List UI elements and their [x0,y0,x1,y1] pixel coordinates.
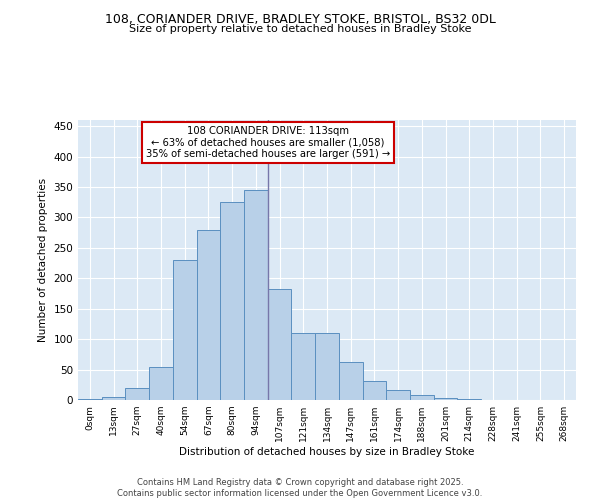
Bar [125,388,149,400]
Bar [434,398,457,400]
X-axis label: Distribution of detached houses by size in Bradley Stoke: Distribution of detached houses by size … [179,447,475,457]
Bar [244,190,268,400]
Bar [78,399,102,400]
Bar [268,288,292,400]
Bar [362,380,386,400]
Bar [386,390,410,400]
Bar [410,395,434,400]
Text: 108, CORIANDER DRIVE, BRADLEY STOKE, BRISTOL, BS32 0DL: 108, CORIANDER DRIVE, BRADLEY STOKE, BRI… [104,12,496,26]
Bar [339,362,362,400]
Bar [102,397,125,400]
Bar [315,333,339,400]
Text: Size of property relative to detached houses in Bradley Stoke: Size of property relative to detached ho… [129,24,471,34]
Bar [292,333,315,400]
Text: Contains HM Land Registry data © Crown copyright and database right 2025.
Contai: Contains HM Land Registry data © Crown c… [118,478,482,498]
Bar [220,202,244,400]
Text: 108 CORIANDER DRIVE: 113sqm
← 63% of detached houses are smaller (1,058)
35% of : 108 CORIANDER DRIVE: 113sqm ← 63% of det… [146,126,390,160]
Y-axis label: Number of detached properties: Number of detached properties [38,178,48,342]
Bar [197,230,220,400]
Bar [149,366,173,400]
Bar [173,260,197,400]
